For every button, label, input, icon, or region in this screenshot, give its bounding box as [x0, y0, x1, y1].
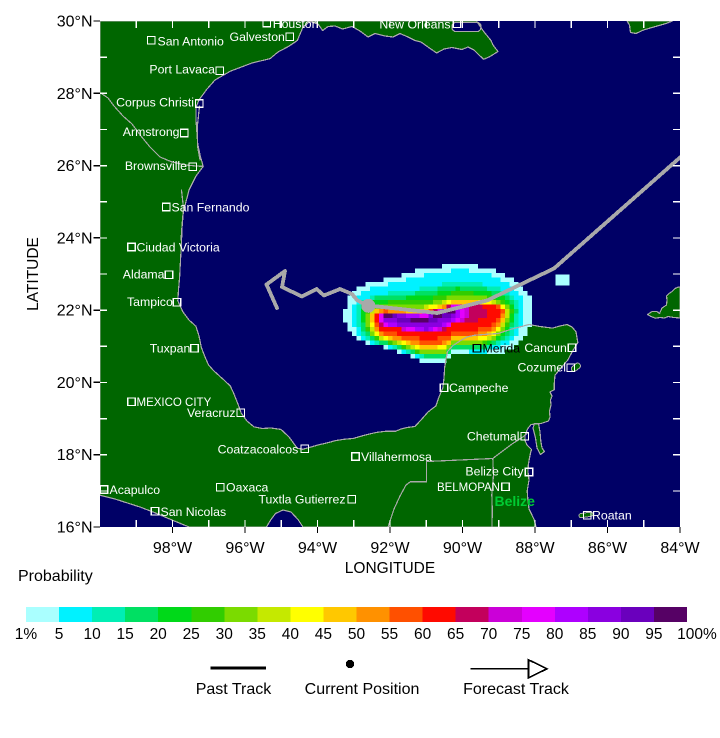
svg-text:Corpus Christi: Corpus Christi [116, 96, 194, 110]
svg-text:Brownsville: Brownsville [125, 159, 187, 173]
svg-text:San Antonio: San Antonio [158, 34, 224, 48]
svg-text:Houston: Houston [273, 17, 319, 31]
svg-text:88°W: 88°W [515, 540, 555, 557]
svg-text:75: 75 [513, 626, 530, 643]
svg-text:Belize: Belize [495, 493, 536, 509]
svg-text:Chetumal: Chetumal [467, 430, 520, 444]
svg-text:20°N: 20°N [57, 375, 93, 392]
svg-text:55: 55 [381, 626, 398, 643]
svg-text:Tuxtla Gutierrez: Tuxtla Gutierrez [258, 493, 345, 507]
svg-text:Veracruz: Veracruz [187, 406, 236, 420]
svg-text:Ciudad Victoria: Ciudad Victoria [137, 241, 220, 255]
svg-text:35: 35 [249, 626, 266, 643]
svg-text:Probability: Probability [18, 568, 93, 585]
svg-text:80: 80 [546, 626, 564, 643]
svg-text:100%: 100% [677, 626, 717, 643]
svg-text:26°N: 26°N [57, 158, 93, 175]
svg-text:25: 25 [183, 626, 200, 643]
svg-text:94°W: 94°W [298, 540, 338, 557]
svg-text:MEXICO CITY: MEXICO CITY [137, 397, 212, 409]
svg-text:LONGITUDE: LONGITUDE [345, 560, 435, 577]
svg-text:Acapulco: Acapulco [110, 483, 161, 497]
svg-text:50: 50 [348, 626, 366, 643]
svg-text:28°N: 28°N [57, 86, 93, 103]
svg-text:10: 10 [83, 626, 101, 643]
svg-text:Belize City: Belize City [465, 465, 524, 479]
svg-text:18°N: 18°N [57, 447, 93, 464]
svg-text:Aldama: Aldama [123, 268, 165, 282]
svg-text:16°N: 16°N [57, 520, 93, 537]
svg-text:Port Lavaca: Port Lavaca [149, 63, 215, 77]
svg-text:LATITUDE: LATITUDE [25, 237, 42, 311]
svg-text:Galveston: Galveston [230, 30, 286, 44]
svg-text:22°N: 22°N [57, 303, 93, 320]
svg-text:Coatzacoalcos: Coatzacoalcos [218, 443, 299, 457]
svg-text:Oaxaca: Oaxaca [226, 481, 269, 495]
svg-text:84°W: 84°W [660, 540, 700, 557]
svg-text:65: 65 [447, 626, 464, 643]
svg-text:86°W: 86°W [588, 540, 628, 557]
svg-text:Cozumel: Cozumel [517, 361, 566, 375]
svg-text:Current Position: Current Position [305, 681, 420, 698]
svg-text:Armstrong: Armstrong [123, 125, 180, 139]
svg-text:85: 85 [579, 626, 596, 643]
svg-text:15: 15 [116, 626, 133, 643]
svg-text:96°W: 96°W [225, 540, 265, 557]
svg-text:Roatan: Roatan [592, 509, 632, 523]
svg-text:Tuxpan: Tuxpan [150, 341, 191, 355]
svg-text:Campeche: Campeche [449, 381, 509, 395]
svg-text:Past Track: Past Track [196, 681, 273, 698]
svg-text:30: 30 [216, 626, 234, 643]
svg-text:30°N: 30°N [57, 14, 93, 31]
svg-text:92°W: 92°W [370, 540, 410, 557]
svg-text:5: 5 [55, 626, 64, 643]
svg-text:90°W: 90°W [443, 540, 483, 557]
svg-text:40: 40 [282, 626, 300, 643]
svg-text:24°N: 24°N [57, 230, 93, 247]
svg-text:60: 60 [414, 626, 432, 643]
svg-text:70: 70 [480, 626, 498, 643]
svg-text:San Fernando: San Fernando [172, 201, 250, 215]
svg-text:1%: 1% [15, 626, 38, 643]
svg-text:BELMOPAN: BELMOPAN [437, 482, 500, 494]
svg-text:Cancun: Cancun [524, 341, 567, 355]
svg-text:Villahermosa: Villahermosa [361, 450, 432, 464]
svg-text:Merida: Merida [483, 342, 521, 356]
svg-text:New Orleans: New Orleans [379, 18, 450, 32]
svg-text:95: 95 [645, 626, 662, 643]
svg-text:Forecast Track: Forecast Track [463, 681, 570, 698]
svg-text:Tampico: Tampico [127, 295, 173, 309]
svg-text:San Nicolas: San Nicolas [161, 505, 227, 519]
svg-text:90: 90 [612, 626, 630, 643]
svg-text:98°W: 98°W [153, 540, 193, 557]
svg-text:45: 45 [315, 626, 332, 643]
svg-text:20: 20 [150, 626, 168, 643]
